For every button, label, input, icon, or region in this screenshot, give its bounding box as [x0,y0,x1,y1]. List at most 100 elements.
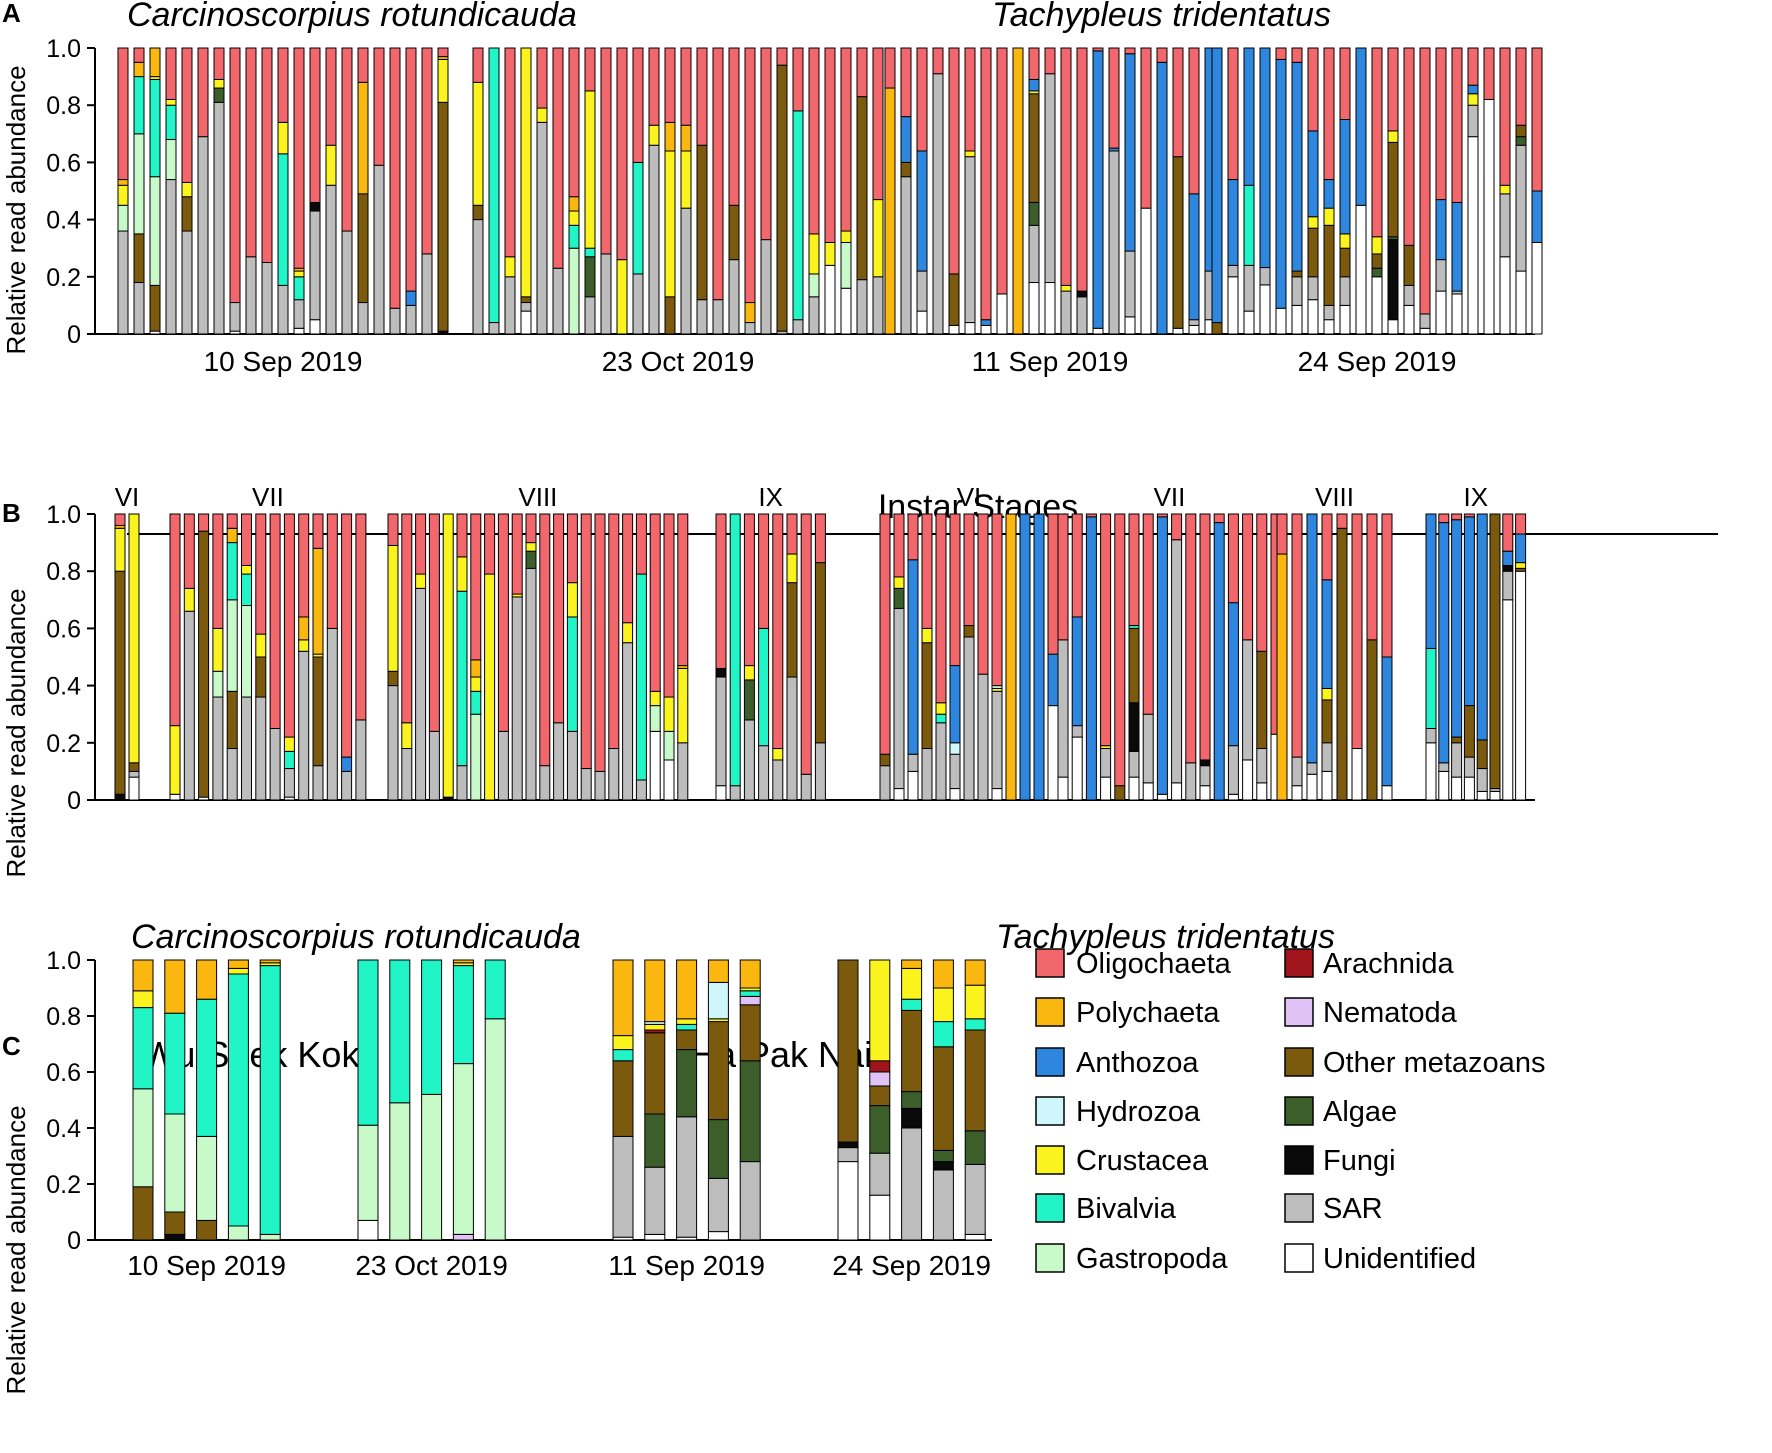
panel-b-bar-segment-sar [786,676,798,801]
legend-label-sar: SAR [1323,1193,1383,1225]
panel-b-bar-segment-crustacea [1515,562,1527,569]
panel-c-group-label: 10 Sep 2019 [127,1250,286,1281]
panel-c-bar-segment-crustacea [644,1023,666,1031]
panel-b-bar-segment-sar [128,770,140,778]
panel-a-bar-segment-oligochaeta [1403,47,1415,246]
panel-a-bar-segment-oligochaeta [1451,47,1463,203]
panel-a-bar-segment-crustacea [1307,216,1319,229]
panel-b-bar-segment-other-metazoans [1336,527,1348,801]
panel-b-bar-segment-oligochaeta [977,513,989,675]
panel-a-bar-segment-sar [1499,193,1511,258]
panel-b-bar-segment-oligochaeta [355,513,367,721]
panel-a-bar-segment-crustacea [325,144,337,186]
panel-a-bar-segment-bivalvia [632,161,644,275]
panel-c-bar-segment-polychaeta [612,959,634,1037]
panel-a-bar-segment-polychaeta [680,124,692,152]
panel-b-bar-segment-oligochaeta [1213,513,1225,524]
panel-b-bar-segment-sar [355,719,367,801]
panel-a-bar-segment-oligochaeta [900,47,912,118]
panel-a-bar-segment-unidentified [1291,304,1303,335]
panel-b-bar-segment-anthozoa [1381,656,1393,787]
panel-a-bar-segment-anthozoa [1291,61,1303,272]
panel-a-bar-segment-oligochaeta [213,47,225,80]
panel-b-bar-segment-oligochaeta [921,513,933,629]
panel-a-bar-segment-oligochaeta [1140,47,1152,209]
panel-a-bar-segment-bivalvia [149,78,161,178]
panel-a-bar-segment-sar [421,253,433,335]
panel-a-species-right: Tachypleus tridentatus [992,0,1331,34]
panel-b-bar-segment-sar [241,696,252,801]
panel-c-bar-segment-sar [739,1161,761,1241]
panel-b-bar-segment-oligochaeta [1156,513,1168,518]
panel-a-bar-segment-gastropoda [808,273,820,298]
panel-c-bar-segment-polychaeta [932,959,954,989]
panel-a-bar-segment-sar [309,210,321,321]
panel-a-bar-segment-sar [1227,264,1239,278]
panel-a-bar-segment-algae [584,256,596,298]
panel-a-bar-segment-gastropoda [117,204,129,232]
panel-b-bar-segment-oligochaeta [1227,513,1239,604]
panel-b-bar-segment-other-metazoans [1476,739,1488,770]
panel-a-bar-segment-sar [133,282,145,335]
panel-c-bar-segment-bivalvia [612,1049,634,1062]
panel-a-bar-segment-oligochaeta [916,47,928,152]
panel-c-bar-segment-crustacea [869,959,891,1062]
panel-a-bar-segment-crustacea [181,181,193,198]
panel-a-bar-segment-unidentified [1483,98,1495,335]
panel-c-bar-segment-polychaeta [132,959,154,992]
panel-b-bar-segment-crustacea [1321,687,1333,701]
panel-a-bar-segment-sar [872,276,884,335]
panel-b-bar-segment-gastropoda [241,605,252,698]
legend-label-bivalvia: Bivalvia [1076,1193,1177,1225]
legend-label-other-metazoans: Other metazoans [1323,1047,1545,1079]
panel-b-bar-segment-oligochaeta [1502,513,1514,552]
panel-b-bar-segment-sar [255,696,267,801]
panel-a-bar-segment-anthozoa [1124,53,1136,252]
panel-a-bar-segment-oligochaeta [504,47,516,258]
panel-b-bar-segment-oligochaeta [893,513,905,578]
panel-b-bar-segment-sar [1199,765,1211,787]
panel-c-y-tick-label: 0.2 [46,1171,81,1199]
panel-a-bar-segment-sar [117,230,129,335]
panel-c-bar-segment-fungi [932,1161,954,1171]
panel-b-bar-segment-anthozoa [1321,579,1333,689]
panel-a-bar-segment-sar [504,276,516,335]
panel-a-bar-segment-unidentified [1499,256,1511,335]
panel-a-bar-segment-sar [1188,319,1200,326]
panel-b-bar-segment-oligochaeta [1185,513,1197,764]
panel-a-bar-segment-oligochaeta [1060,47,1072,286]
panel-b-bar-segment-oligochaeta [963,513,975,627]
panel-b-bar-segment-other-metazoans [1366,639,1378,801]
panel-a-bar-segment-other-metazoans [1028,93,1040,203]
panel-a-bar-segment-unidentified [824,264,836,335]
panel-b-bar-segment-bivalvia [935,713,947,724]
panel-a-bar-segment-crustacea [437,58,449,103]
panel-b-bar-segment-bivalvia [758,627,770,747]
panel-a-bar-segment-sar [341,230,353,335]
panel-b-bar-segment-crustacea [649,690,661,707]
panel-b-bar-segment-anthozoa [907,559,919,755]
panel-b-bar-segment-other-metazoans [1451,736,1463,744]
panel-a-bar-segment-crustacea [840,230,852,243]
panel-c-bar-segment-bivalvia [484,959,506,1020]
panel-b-bar-segment-gastropoda [649,705,661,732]
panel-c-bar-segment-bivalvia [452,965,474,1065]
panel-b-bar-segment-oligochaeta [1057,513,1069,641]
panel-b-bar-segment-gastropoda [663,730,675,761]
panel-a-bar-segment-crustacea [520,47,532,298]
panel-a-bar-segment-oligochaeta [245,47,257,258]
panel-a-bar-segment-oligochaeta [1515,47,1527,126]
panel-b-bar-segment-anthozoa [1515,533,1527,564]
panel-a-bar-segment-bivalvia [568,224,580,249]
panel-a-bar-segment-unidentified [1451,293,1463,335]
panel-a-bar-segment-sar [1108,150,1120,335]
panel-a-bar-segment-crustacea [584,90,596,249]
panel-b-bar-segment-sar [401,748,413,801]
panel-b-bar-segment-oligochaeta [255,513,267,635]
panel-b-bar-segment-sar [298,650,310,801]
panel-a-bar-segment-oligochaeta [696,47,708,146]
panel-a-bar-segment-sar [1291,276,1303,306]
panel-a-bar-segment-unidentified [1044,282,1056,335]
panel-a-bar-segment-oligochaeta [1108,47,1120,149]
